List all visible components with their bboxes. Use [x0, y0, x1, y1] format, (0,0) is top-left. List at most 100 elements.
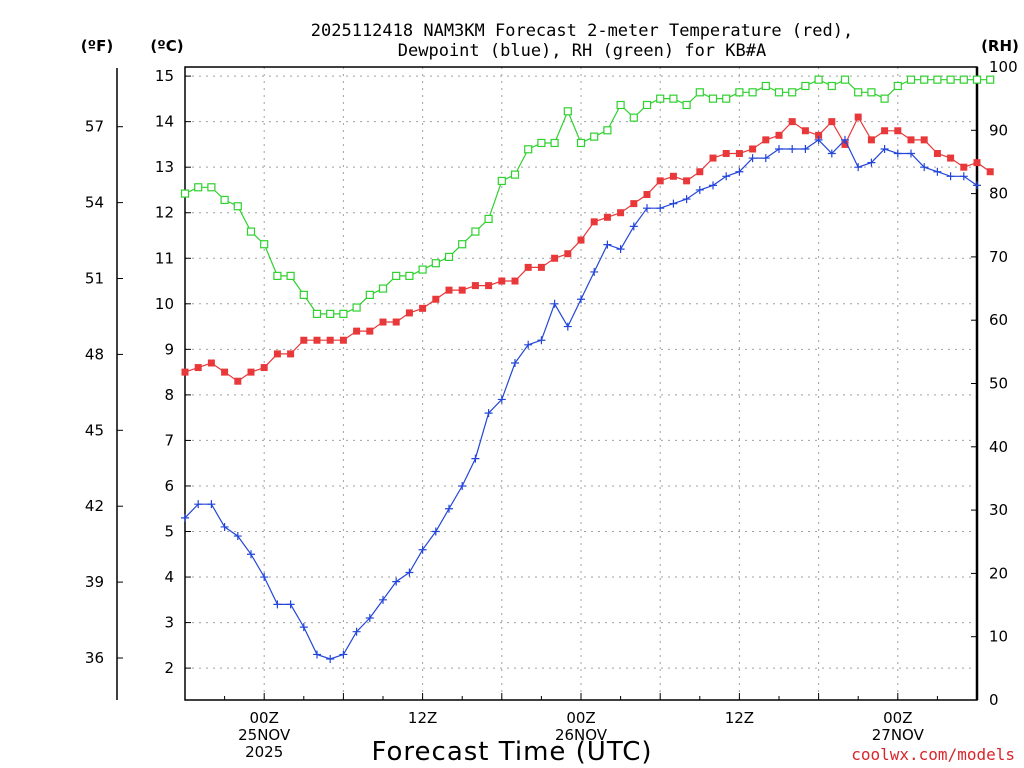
temperature-point [379, 318, 387, 326]
temperature-point [960, 163, 968, 171]
dewpoint-point [352, 627, 361, 636]
rh-point [207, 183, 216, 192]
temperature-point [603, 213, 611, 221]
temperature-point [617, 209, 625, 217]
dewpoint-point [748, 154, 757, 163]
chart-title-line-2: Dewpoint (blue), RH (green) for KB#A [398, 41, 766, 61]
dewpoint-point [484, 409, 493, 418]
temperature-point [260, 364, 268, 372]
dewpoint-point [788, 144, 797, 153]
rh-point [867, 88, 876, 97]
temperature-point [564, 250, 572, 258]
dewpoint-point [920, 163, 929, 172]
dewpoint-point [695, 185, 704, 194]
temperature-point [735, 150, 743, 158]
celsius-tick-label: 15 [155, 67, 174, 85]
temperature-point [392, 318, 400, 326]
dewpoint-point [405, 568, 414, 577]
rh-point [233, 202, 242, 211]
rh-tick-label: 30 [989, 501, 1008, 519]
celsius-tick-label: 8 [164, 386, 174, 404]
dewpoint-point [616, 245, 625, 254]
rh-point [629, 113, 638, 122]
dewpoint-point [814, 135, 823, 144]
temperature-point [683, 177, 691, 185]
rh-point [312, 309, 322, 318]
rh-point [840, 75, 850, 84]
rh-point [180, 189, 190, 198]
rh-axis-label: (RH) [981, 37, 1019, 55]
dewpoint-point [867, 158, 876, 167]
dewpoint-point [511, 359, 519, 368]
dewpoint-point [946, 172, 955, 181]
rh-tick-label: 70 [989, 248, 1008, 266]
x-tick-label: 12Z [408, 709, 437, 727]
temperature-point [973, 159, 981, 167]
dewpoint-point [761, 154, 770, 163]
rh-point [365, 290, 374, 299]
dewpoint-point [471, 454, 480, 463]
dewpoint-point [801, 144, 810, 153]
rh-point [352, 303, 361, 312]
rh-point [484, 214, 493, 224]
temperature-point [234, 377, 242, 385]
rh-point [748, 88, 757, 97]
fahrenheit-tick-label: 42 [85, 497, 104, 515]
temperature-point [841, 140, 849, 148]
dewpoint-point [893, 149, 902, 158]
temperature-point [881, 127, 889, 135]
rh-point [788, 88, 797, 97]
dewpoint-point [233, 532, 242, 541]
dewpoint-point [854, 163, 863, 172]
rh-point [827, 81, 836, 91]
rh-point [524, 145, 533, 154]
temperature-point [947, 154, 955, 162]
rh-point [220, 195, 229, 205]
credit-link[interactable]: coolwx.com/models [851, 745, 1015, 764]
dewpoint-point [418, 545, 427, 554]
dewpoint-point [220, 522, 229, 531]
rh-tick-label: 50 [989, 375, 1008, 393]
temperature-point [788, 118, 796, 126]
rh-tick-label: 90 [989, 121, 1008, 139]
rh-point [392, 271, 401, 280]
temperature-point [722, 150, 730, 158]
rh-point [814, 75, 823, 84]
rh-point [880, 94, 889, 103]
temperature-point [445, 286, 453, 294]
temperature-point [524, 263, 532, 271]
rh-point [616, 100, 625, 110]
rh-point [893, 81, 902, 91]
dewpoint-point [590, 267, 599, 276]
rh-point [682, 100, 691, 110]
temperature-point [920, 136, 928, 144]
dewpoint-point [497, 395, 506, 404]
dewpoint-point [709, 181, 717, 190]
dewpoint-point [682, 195, 691, 204]
dewpoint-point [629, 222, 638, 231]
temperature-point [181, 368, 189, 376]
dewpoint-point [537, 336, 546, 345]
temperature-point [300, 336, 308, 344]
data-series [180, 75, 995, 664]
dewpoint-point [669, 199, 678, 208]
dewpoint-point [260, 573, 269, 582]
rh-point [642, 100, 652, 110]
rh-tick-label: 60 [989, 311, 1008, 329]
fahrenheit-tick-label: 51 [85, 270, 104, 288]
dewpoint-point [379, 595, 387, 604]
temperature-point [894, 127, 902, 135]
temperature-point [867, 136, 875, 144]
rh-point [326, 309, 335, 318]
temperature-point [485, 282, 493, 290]
temperature-point [458, 286, 466, 294]
rh-point [656, 94, 665, 103]
rh-point [194, 183, 203, 192]
temperature-point [775, 131, 783, 139]
axes [116, 66, 979, 701]
rh-point [378, 284, 388, 293]
x-tick-label: 00Z [883, 709, 912, 727]
chart-title-line-1: 2025112418 NAM3KM Forecast 2-meter Tempe… [311, 21, 853, 41]
dewpoint-point [603, 240, 612, 249]
temperature-point [551, 254, 559, 262]
